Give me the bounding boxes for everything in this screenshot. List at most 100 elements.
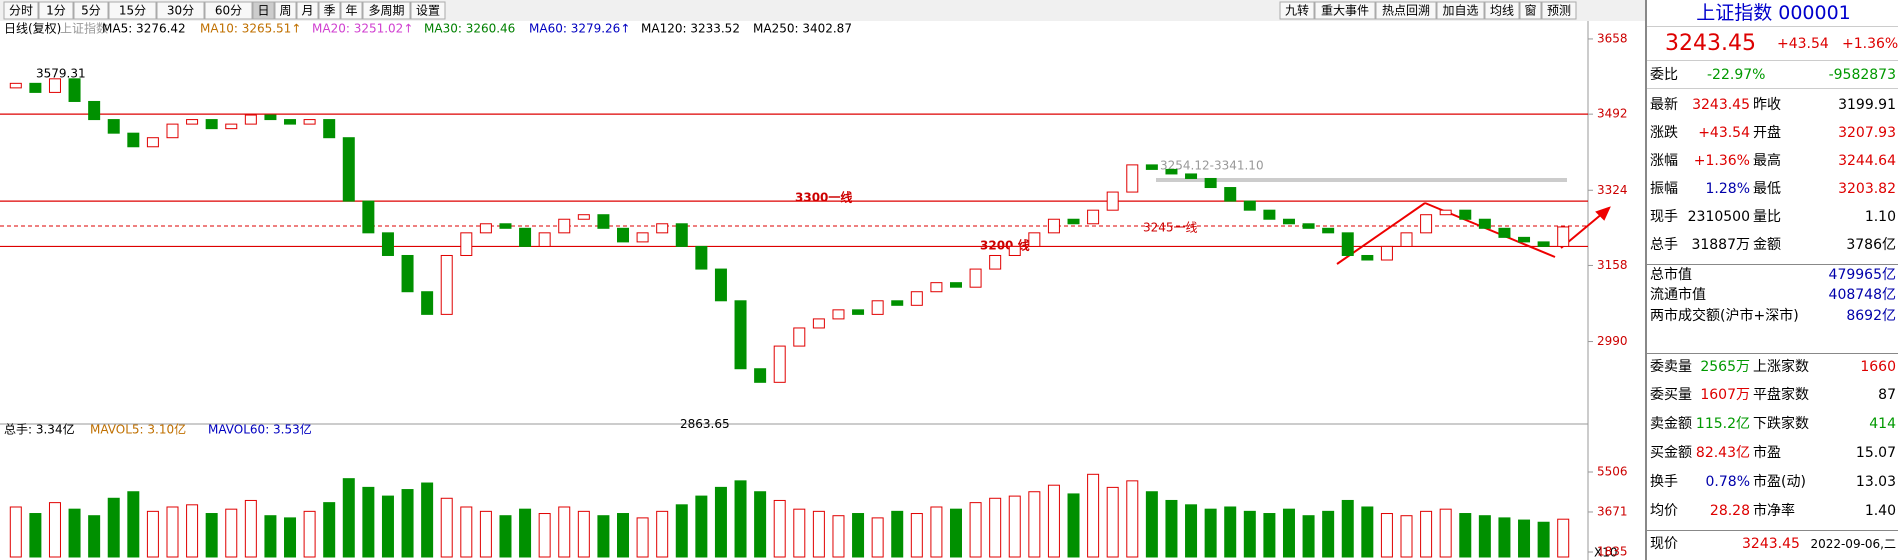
tool-label[interactable]: 均线 — [1490, 4, 1514, 18]
y-tick-label: 1835 — [1597, 544, 1628, 558]
tool-label[interactable]: 九转 — [1285, 3, 1309, 18]
tool-button[interactable] — [1279, 1, 1315, 20]
volume-bar — [1420, 510, 1433, 558]
volume-bar — [323, 502, 336, 558]
quote-row: 委卖量 2565万 上涨家数 1660 — [1647, 353, 1898, 380]
tab[interactable] — [108, 1, 157, 20]
tool-label[interactable]: 窗 — [1524, 4, 1536, 18]
tab[interactable] — [73, 1, 109, 20]
tab-label[interactable]: 30分 — [167, 4, 194, 18]
volume-bar — [1478, 515, 1491, 558]
tab-label[interactable]: 15分 — [119, 4, 146, 18]
label: 量比 — [1753, 209, 1781, 225]
y-tick-label: 3492 — [1597, 107, 1628, 121]
tab-label[interactable]: 设置 — [416, 4, 440, 18]
tool-label[interactable]: 加自选 — [1442, 4, 1478, 18]
volume-bar — [1263, 513, 1276, 558]
tab[interactable] — [274, 1, 297, 20]
legend-item: MA30: 3260.46 — [424, 22, 515, 36]
value: 1.28% — [1705, 181, 1750, 197]
volume-bar — [1047, 484, 1060, 558]
legend-item: MA5: 3276.42 — [102, 22, 186, 36]
tab[interactable] — [340, 1, 363, 20]
candle-body — [1380, 245, 1393, 261]
tab[interactable] — [3, 1, 39, 20]
tab-label[interactable]: 季 — [323, 4, 335, 18]
price: 3243.45 — [1665, 31, 1756, 56]
tab-label[interactable]: 多周期 — [368, 4, 404, 18]
candle-body — [1263, 209, 1276, 220]
label: 委比 — [1650, 67, 1678, 83]
tab[interactable] — [204, 1, 253, 20]
tab[interactable] — [38, 1, 74, 20]
label: 最低 — [1753, 181, 1781, 197]
tab-label[interactable]: 60分 — [215, 4, 242, 18]
range-band — [1156, 178, 1567, 182]
tool-button[interactable] — [1519, 1, 1542, 20]
candle-body — [597, 214, 610, 229]
tab[interactable] — [296, 1, 319, 20]
volume-bar — [284, 517, 297, 558]
tool-label[interactable]: 热点回溯 — [1382, 3, 1430, 18]
quote-row: 现手 2310500 量比 1.10 — [1647, 204, 1898, 230]
label: 昨收 — [1753, 97, 1781, 113]
candle-body — [421, 291, 434, 315]
tool-label[interactable]: 预测 — [1547, 4, 1571, 18]
volume-bar — [617, 513, 630, 558]
tool-button[interactable] — [1484, 1, 1520, 20]
tab[interactable] — [252, 1, 275, 20]
tab-label[interactable]: 日 — [257, 4, 269, 18]
volume-bar — [68, 508, 81, 558]
tab-label[interactable]: 1分 — [46, 4, 66, 18]
volume-bar — [1165, 499, 1178, 558]
candle-body — [1067, 218, 1080, 225]
volume-bar — [303, 510, 316, 558]
tab-label[interactable]: 5分 — [81, 4, 101, 18]
candle-body — [166, 123, 179, 139]
quote-row: 总市值 479965亿 — [1647, 264, 1898, 286]
tab-label[interactable]: 分时 — [9, 4, 33, 18]
volume-bar — [440, 497, 453, 558]
tab[interactable] — [362, 1, 411, 20]
tool-button[interactable] — [1314, 1, 1376, 20]
volume-bar — [597, 515, 610, 558]
volume-bar — [1380, 513, 1393, 558]
tab-label[interactable]: 月 — [301, 4, 313, 18]
value: 3243.45 — [1692, 97, 1750, 113]
candle-body — [1145, 164, 1158, 170]
tab-label[interactable]: 周 — [279, 4, 291, 18]
change: +43.54 — [1777, 36, 1829, 52]
tab-label[interactable]: 年 — [345, 4, 357, 18]
tool-label[interactable]: 重大事件 — [1321, 4, 1369, 18]
volume-bar — [577, 510, 590, 558]
value: -9582873 — [1828, 67, 1896, 83]
volume-bar — [969, 502, 982, 558]
volume-bar — [29, 513, 42, 558]
label: 平盘家数 — [1753, 387, 1809, 403]
candle-body — [1420, 214, 1433, 234]
volume-bar — [1185, 504, 1198, 558]
tool-button[interactable] — [1436, 1, 1485, 20]
tab[interactable] — [318, 1, 341, 20]
candle-body — [695, 245, 708, 270]
value: 1607万 — [1700, 387, 1750, 403]
chart: 3579.31 2863.65 3254.12-3341.10 3300一线 3… — [0, 0, 1645, 560]
label: 市盈 — [1753, 445, 1781, 461]
tool-button[interactable] — [1541, 1, 1577, 20]
candle-body — [832, 309, 845, 320]
tab[interactable] — [410, 1, 446, 20]
tab[interactable] — [156, 1, 205, 20]
candle-body — [1243, 200, 1256, 211]
volume-bar — [401, 489, 414, 558]
candle-body — [1439, 209, 1452, 216]
candle-body — [205, 119, 218, 130]
volume-bar — [342, 478, 355, 558]
value: 13.03 — [1855, 474, 1896, 490]
candle-body — [29, 82, 42, 93]
candle-body — [362, 200, 375, 234]
tool-button[interactable] — [1375, 1, 1437, 20]
volume-bar — [754, 491, 767, 558]
value: 414 — [1869, 416, 1896, 432]
quote-head: 3243.45 +43.54 +1.36% — [1647, 28, 1898, 61]
